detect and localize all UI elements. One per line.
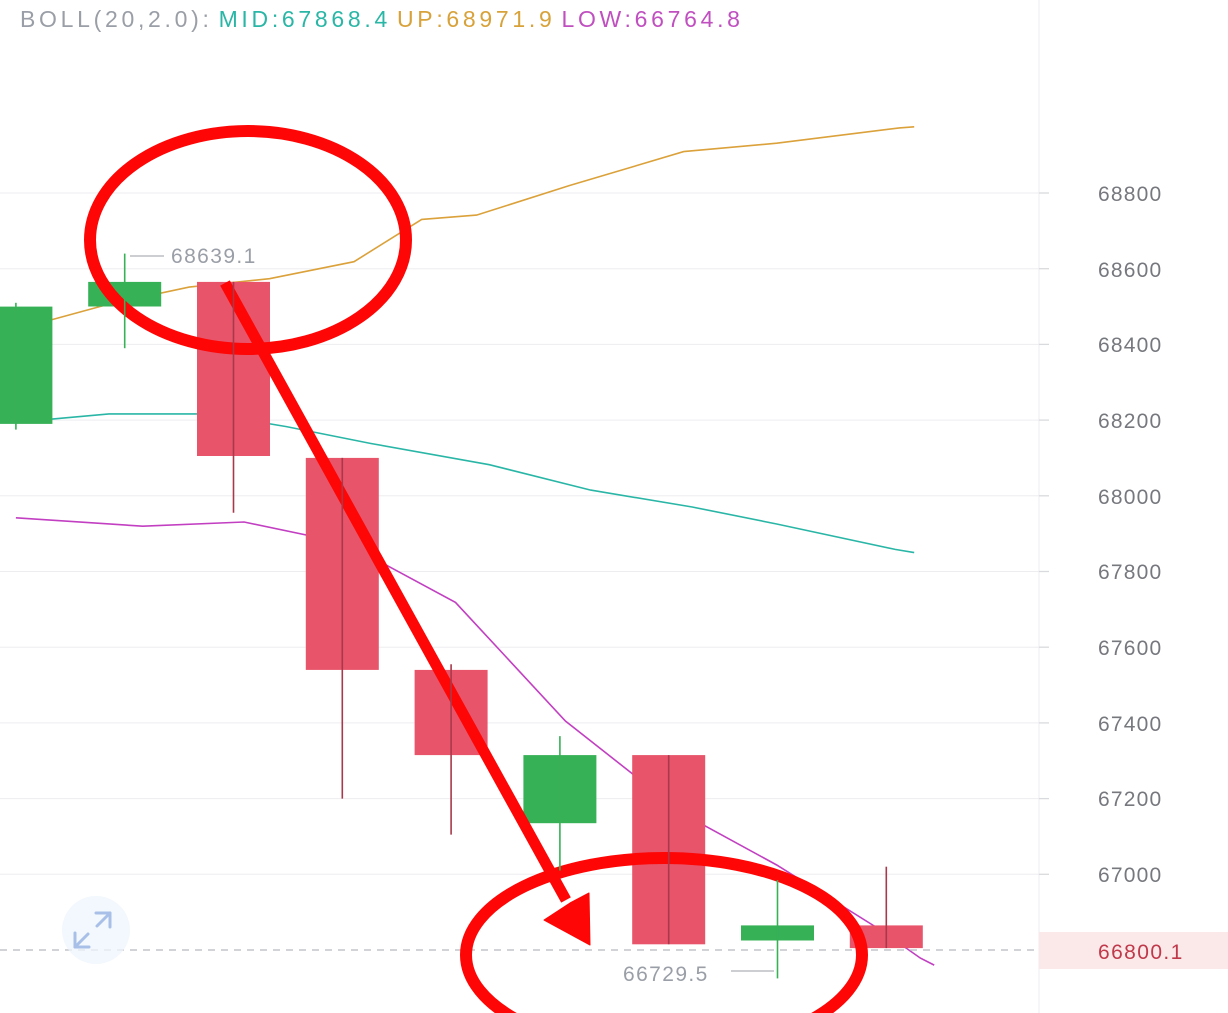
svg-text:68639.1: 68639.1 — [171, 245, 257, 268]
svg-text:68000: 68000 — [1098, 486, 1162, 509]
svg-text:68400: 68400 — [1098, 334, 1162, 357]
svg-text:66729.5: 66729.5 — [623, 963, 709, 986]
svg-text:68200: 68200 — [1098, 410, 1162, 433]
svg-text:66800.1: 66800.1 — [1098, 941, 1184, 964]
svg-text:68800: 68800 — [1098, 183, 1162, 206]
svg-text:67800: 67800 — [1098, 561, 1162, 584]
svg-text:67000: 67000 — [1098, 864, 1162, 887]
svg-text:68600: 68600 — [1098, 259, 1162, 282]
svg-text:67600: 67600 — [1098, 637, 1162, 660]
svg-text:67400: 67400 — [1098, 713, 1162, 736]
svg-text:67200: 67200 — [1098, 788, 1162, 811]
